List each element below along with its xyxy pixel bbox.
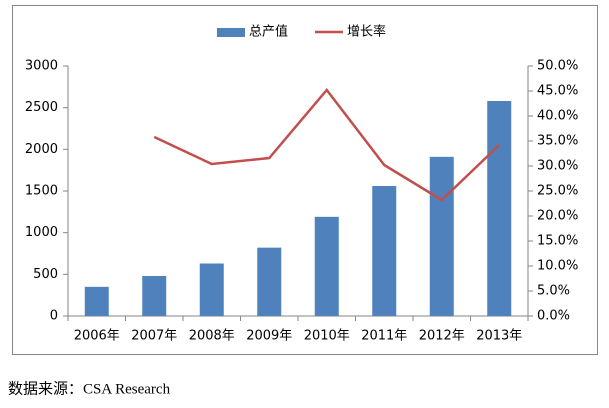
y-tick-label: 0 <box>50 309 58 324</box>
bar <box>429 156 454 316</box>
bar <box>199 263 224 316</box>
bar <box>372 186 397 316</box>
y2-tick-label: 25.0% <box>537 184 578 199</box>
x-tick-label: 2010年 <box>304 329 350 344</box>
line <box>153 88 501 202</box>
y-tick-label: 3000 <box>25 59 58 74</box>
y2-tick-label: 5.0% <box>537 284 570 299</box>
bar <box>142 276 167 316</box>
y2-tick-label: 40.0% <box>537 109 578 124</box>
y-tick-label: 1500 <box>25 184 58 199</box>
bar <box>487 101 512 316</box>
x-tick-label: 2009年 <box>246 329 292 344</box>
x-tick-label: 2013年 <box>476 329 522 344</box>
x-tick-label: 2006年 <box>74 329 120 344</box>
source-note: 数据来源：CSA Research <box>8 380 171 397</box>
y2-tick-label: 30.0% <box>537 159 578 174</box>
y2-tick-label: 0.0% <box>537 309 570 324</box>
y-tick-label: 2500 <box>25 100 58 115</box>
bar <box>314 216 339 316</box>
bar <box>84 286 109 316</box>
x-tick-label: 2007年 <box>131 329 177 344</box>
x-tick-label: 2008年 <box>189 329 235 344</box>
y2-tick-label: 45.0% <box>537 84 578 99</box>
y-tick-label: 1000 <box>25 225 58 240</box>
x-tick-label: 2011年 <box>361 329 407 344</box>
legend-swatch <box>217 28 245 37</box>
legend-label: 增长率 <box>347 24 386 40</box>
y2-tick-label: 35.0% <box>537 134 578 149</box>
y2-tick-label: 20.0% <box>537 209 578 224</box>
x-tick-label: 2012年 <box>419 329 465 344</box>
legend-label: 总产值 <box>249 24 288 40</box>
y2-tick-label: 50.0% <box>537 59 578 74</box>
y2-tick-label: 15.0% <box>537 234 578 249</box>
y-tick-label: 500 <box>33 267 58 282</box>
bar <box>257 247 282 316</box>
y2-tick-label: 10.0% <box>537 259 578 274</box>
y-tick-label: 2000 <box>25 142 58 157</box>
